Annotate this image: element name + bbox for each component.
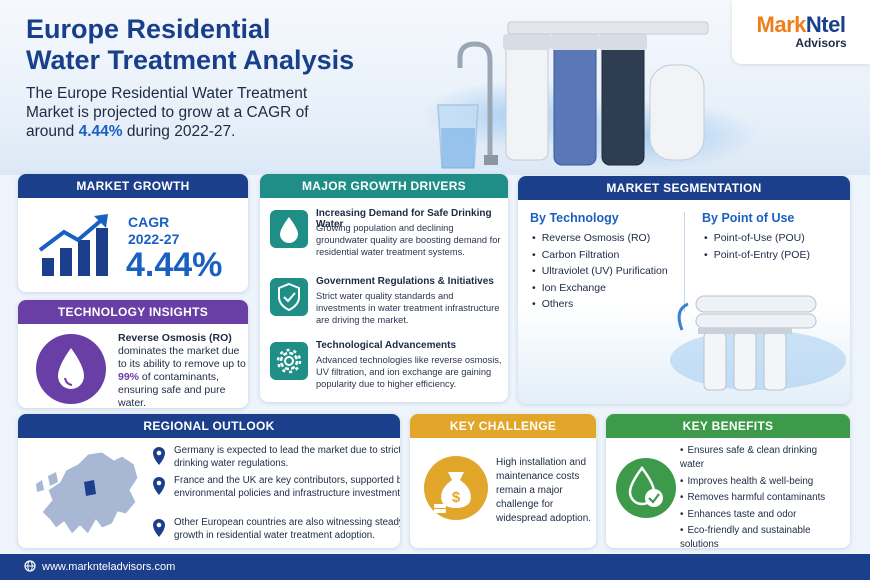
segment-technology-title: By Technology xyxy=(530,211,619,225)
regional-outlook-card: REGIONAL OUTLOOK Germany is expected to … xyxy=(18,414,400,548)
driver-text-2: Strict water quality standards and inves… xyxy=(316,291,500,325)
list-item: Carbon Filtration xyxy=(532,247,668,264)
page-subtitle: The Europe Residential Water Treatment M… xyxy=(26,85,309,140)
market-growth-heading: MARKET GROWTH xyxy=(18,174,248,198)
shield-check-icon xyxy=(278,282,300,312)
key-benefits-card: KEY BENEFITS Ensures safe & clean drinki… xyxy=(606,414,850,548)
marknetel-logo[interactable]: MarkNtel Advisors xyxy=(732,0,870,64)
segment-divider xyxy=(684,212,685,312)
list-item: Others xyxy=(532,296,668,313)
challenge-icon-circle: $ xyxy=(424,456,488,520)
list-item: Eco-friendly and sustainable solutions xyxy=(680,524,840,548)
water-drop-icon xyxy=(58,348,84,389)
segment-point-of-use-title: By Point of Use xyxy=(702,211,795,225)
driver-icon-3 xyxy=(270,342,308,380)
logo-name: MarkNtel xyxy=(756,12,846,37)
map-pin-icon xyxy=(153,477,165,495)
cagr-value: 4.44% xyxy=(126,246,223,284)
driver-text-1: Growing population and declining groundw… xyxy=(316,223,501,257)
list-item: Reverse Osmosis (RO) xyxy=(532,230,668,247)
gear-icon xyxy=(276,348,302,374)
region-item-2: France and the UK are key contributors, … xyxy=(174,475,400,499)
regional-outlook-heading: REGIONAL OUTLOOK xyxy=(18,414,400,438)
ro-system-illustration xyxy=(670,295,846,391)
water-drop-icon xyxy=(280,217,298,243)
europe-map-icon xyxy=(36,451,139,535)
cagr-label: CAGR 2022-27 xyxy=(128,214,180,247)
market-segmentation-card: MARKET SEGMENTATION By Technology Revers… xyxy=(518,176,850,404)
bar-chart-growth-icon xyxy=(38,214,108,276)
driver-title-3: Technological Advancements xyxy=(316,340,457,351)
list-item: Improves health & well-being xyxy=(680,475,840,489)
list-item: Ultraviolet (UV) Purification xyxy=(532,263,668,280)
globe-icon xyxy=(24,560,36,572)
list-item: Enhances taste and odor xyxy=(680,508,840,522)
list-item: Removes harmful contaminants xyxy=(680,491,840,505)
water-filter-illustration xyxy=(437,21,709,169)
key-benefits-list: Ensures safe & clean drinking water Impr… xyxy=(680,444,840,548)
footer: www.marknteladvisors.com xyxy=(0,554,870,580)
segment-technology-list: Reverse Osmosis (RO) Carbon Filtration U… xyxy=(532,230,668,313)
technology-insights-card: TECHNOLOGY INSIGHTS Reverse Osmosis (RO)… xyxy=(18,300,248,408)
growth-drivers-heading: MAJOR GROWTH DRIVERS xyxy=(260,174,508,198)
list-item: Ensures safe & clean drinking water xyxy=(680,444,840,472)
svg-text:$: $ xyxy=(452,489,461,506)
key-challenge-card: KEY CHALLENGE $ High installation and ma… xyxy=(410,414,596,548)
technology-icon-circle xyxy=(36,334,106,404)
market-growth-card: MARKET GROWTH CAGR 2022-27 4.44% xyxy=(18,174,248,292)
technology-insights-heading: TECHNOLOGY INSIGHTS xyxy=(18,300,248,324)
logo-sub: Advisors xyxy=(795,36,847,50)
list-item: Point-of-Entry (POE) xyxy=(704,247,810,264)
driver-title-2: Government Regulations & Initiatives xyxy=(316,276,494,287)
driver-text-3: Advanced technologies like reverse osmos… xyxy=(316,355,502,389)
driver-icon-2 xyxy=(270,278,308,316)
map-pin-icon xyxy=(153,447,165,465)
map-pin-icon xyxy=(153,519,165,537)
driver-icon-1 xyxy=(270,210,308,248)
key-challenge-text: High installation and maintenance costs … xyxy=(496,457,592,524)
segment-point-of-use-list: Point-of-Use (POU) Point-of-Entry (POE) xyxy=(704,230,810,263)
technology-insights-text: Reverse Osmosis (RO) dominates the marke… xyxy=(118,332,246,408)
market-segmentation-heading: MARKET SEGMENTATION xyxy=(518,176,850,200)
key-benefits-heading: KEY BENEFITS xyxy=(606,414,850,438)
growth-drivers-card: MAJOR GROWTH DRIVERS Increasing Demand f… xyxy=(260,174,508,402)
cagr-period: 2022-27 xyxy=(128,231,180,247)
website-link[interactable]: www.marknteladvisors.com xyxy=(42,561,176,573)
driver-title-1: Increasing Demand for Safe Drinking Wate… xyxy=(316,208,492,230)
cagr-highlight: 4.44% xyxy=(78,123,123,140)
page-title: Europe Residential Water Treatment Analy… xyxy=(26,14,354,76)
benefits-icon-circle xyxy=(616,458,676,518)
list-item: Point-of-Use (POU) xyxy=(704,230,810,247)
list-item: Ion Exchange xyxy=(532,280,668,297)
title-line-2: Water Treatment Analysis xyxy=(26,45,355,75)
region-item-3: Other European countries are also witnes… xyxy=(174,517,400,541)
key-challenge-heading: KEY CHALLENGE xyxy=(410,414,596,438)
region-item-1: Germany is expected to lead the market d… xyxy=(174,445,400,469)
drop-check-icon xyxy=(628,465,663,507)
title-line-1: Europe Residential xyxy=(26,14,271,44)
money-bag-icon: $ xyxy=(434,472,471,513)
